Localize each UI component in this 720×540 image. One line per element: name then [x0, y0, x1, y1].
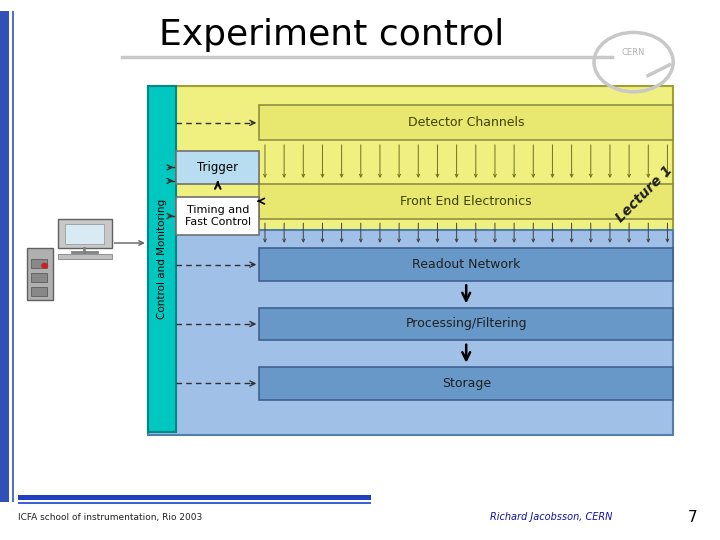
Text: Front End Electronics: Front End Electronics [400, 194, 532, 208]
Bar [148, 86, 673, 232]
Bar [31, 287, 47, 296]
Bar [18, 495, 371, 500]
Bar [12, 11, 14, 502]
Text: Control and Monitoring: Control and Monitoring [157, 199, 167, 319]
Text: Readout Network: Readout Network [412, 258, 521, 271]
Text: Storage: Storage [441, 377, 491, 390]
Text: Processing/Filtering: Processing/Filtering [405, 318, 527, 330]
Circle shape [42, 264, 48, 268]
Bar [0, 11, 9, 502]
Bar [58, 254, 112, 259]
Text: Lecture 1: Lecture 1 [613, 164, 675, 225]
Bar [31, 273, 47, 282]
Text: 7: 7 [688, 510, 697, 525]
Text: CERN: CERN [622, 48, 645, 57]
Text: Experiment control: Experiment control [158, 18, 504, 52]
Bar [31, 259, 47, 268]
Text: Trigger: Trigger [197, 161, 238, 174]
Bar [176, 151, 259, 184]
Text: Timing and
Fast Control: Timing and Fast Control [185, 205, 251, 227]
Text: Richard Jacobsson, CERN: Richard Jacobsson, CERN [490, 512, 612, 522]
Bar [259, 367, 673, 400]
Text: Detector Channels: Detector Channels [408, 116, 524, 130]
Bar [259, 248, 673, 281]
Bar [259, 308, 673, 340]
Bar [148, 230, 673, 435]
Bar [259, 184, 673, 219]
Bar [148, 86, 176, 432]
Text: ICFA school of instrumentation, Rio 2003: ICFA school of instrumentation, Rio 2003 [18, 513, 202, 522]
Bar [65, 224, 104, 244]
Bar [176, 197, 259, 235]
Bar [18, 502, 371, 504]
Bar [58, 219, 112, 248]
Bar [259, 105, 673, 140]
Bar [27, 248, 53, 300]
